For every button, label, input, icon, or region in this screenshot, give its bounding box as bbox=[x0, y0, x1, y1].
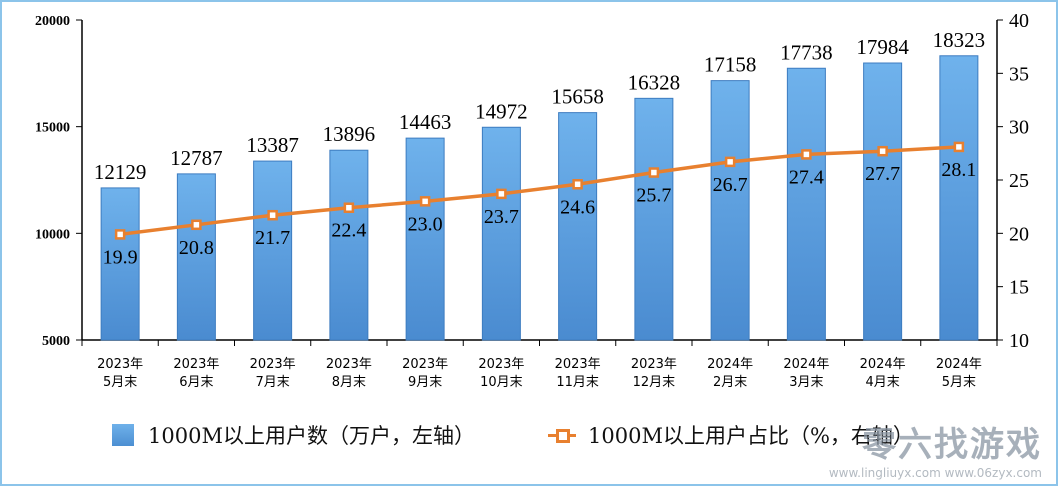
line-value-label: 23.7 bbox=[484, 206, 519, 228]
x-tick-label: 3月末 bbox=[789, 375, 823, 390]
bar-value-label: 16328 bbox=[628, 70, 681, 94]
x-tick-label: 5月末 bbox=[103, 375, 137, 390]
line-value-label: 26.7 bbox=[713, 174, 748, 196]
line-value-label: 27.7 bbox=[865, 163, 900, 185]
line-marker bbox=[648, 167, 660, 178]
line-value-label: 21.7 bbox=[255, 227, 290, 249]
line-value-label: 22.4 bbox=[331, 220, 366, 242]
x-tick-label: 4月末 bbox=[865, 375, 899, 390]
x-tick-label: 8月末 bbox=[332, 375, 366, 390]
x-tick-label: 10月末 bbox=[480, 375, 523, 390]
bar bbox=[863, 62, 903, 341]
right-tick-label: 35 bbox=[1009, 63, 1029, 85]
bar-value-label: 13896 bbox=[323, 122, 376, 146]
bar-value-label: 13387 bbox=[246, 133, 299, 157]
x-tick-label: 11月末 bbox=[556, 375, 599, 390]
line-value-label: 23.0 bbox=[408, 213, 443, 235]
x-tick-label: 2024年 bbox=[783, 357, 829, 372]
bar-value-label: 14463 bbox=[399, 110, 452, 134]
line-value-label: 28.1 bbox=[941, 159, 976, 181]
x-tick-label: 6月末 bbox=[179, 375, 213, 390]
legend-item-line: 1000M以上用户占比（%，右轴） bbox=[548, 420, 914, 450]
right-tick-label: 20 bbox=[1009, 223, 1029, 245]
bar bbox=[329, 149, 369, 341]
x-tick-label: 7月末 bbox=[255, 375, 289, 390]
line-value-label: 25.7 bbox=[636, 185, 671, 207]
line-marker bbox=[572, 179, 583, 190]
bar bbox=[100, 187, 140, 341]
bar bbox=[176, 173, 216, 341]
bar-value-label: 17158 bbox=[704, 53, 757, 77]
line-marker bbox=[419, 196, 431, 207]
legend-label-line: 1000M以上用户占比（%，右轴） bbox=[588, 424, 914, 448]
bar bbox=[939, 55, 979, 341]
line-value-label: 24.6 bbox=[560, 196, 595, 218]
bar bbox=[634, 97, 674, 341]
x-tick-label: 2月末 bbox=[713, 375, 747, 390]
x-tick-label: 2023年 bbox=[555, 357, 601, 372]
x-tick-label: 9月末 bbox=[408, 375, 442, 390]
x-tick-label: 2024年 bbox=[860, 357, 906, 372]
x-tick-label: 2023年 bbox=[631, 357, 677, 372]
x-tick-label: 2023年 bbox=[173, 357, 219, 372]
x-tick-label: 12月末 bbox=[633, 375, 676, 390]
right-tick-label: 40 bbox=[1009, 10, 1029, 32]
bar bbox=[481, 126, 521, 341]
x-tick-label: 2023年 bbox=[478, 357, 524, 372]
line-marker bbox=[953, 141, 965, 153]
bar-value-label: 17984 bbox=[856, 35, 909, 59]
left-tick-label: 5000 bbox=[42, 334, 70, 349]
x-tick-label: 2023年 bbox=[250, 357, 296, 372]
bar-value-label: 12129 bbox=[94, 160, 147, 184]
bar bbox=[786, 67, 826, 341]
bar bbox=[710, 80, 750, 341]
x-tick-label: 2023年 bbox=[402, 357, 448, 372]
line-series bbox=[119, 145, 959, 237]
line-marker bbox=[724, 156, 736, 168]
bar-value-label: 17738 bbox=[780, 40, 833, 64]
line-marker bbox=[114, 229, 126, 240]
right-tick-label: 25 bbox=[1009, 170, 1029, 192]
right-tick-label: 15 bbox=[1009, 277, 1029, 299]
bar-value-label: 15658 bbox=[551, 85, 604, 109]
x-tick-label: 2024年 bbox=[936, 357, 982, 372]
right-tick-label: 30 bbox=[1009, 117, 1029, 139]
watermark-urls: www.lingliuyx.com www.06zyx.com bbox=[828, 466, 1042, 480]
left-tick-label: 20000 bbox=[35, 14, 70, 29]
line-value-label: 27.4 bbox=[789, 166, 824, 188]
x-tick-label: 2023年 bbox=[97, 357, 143, 372]
legend-swatch-bar bbox=[112, 424, 134, 446]
bar bbox=[253, 160, 293, 341]
line-value-label: 20.8 bbox=[179, 237, 214, 259]
line-marker bbox=[801, 149, 812, 160]
legend-label-bar: 1000M以上用户数（万户，左轴） bbox=[148, 424, 475, 448]
bar bbox=[405, 137, 445, 341]
x-tick-label: 2023年 bbox=[326, 357, 372, 372]
left-tick-label: 10000 bbox=[35, 227, 70, 242]
x-tick-label: 5月末 bbox=[942, 375, 976, 390]
line-marker bbox=[343, 202, 355, 213]
watermark-logo: 零六找游戏 www.lingliuyx.com www.06zyx.com bbox=[829, 417, 1042, 480]
bar-value-label: 12787 bbox=[170, 146, 223, 170]
legend-marker-line bbox=[548, 424, 576, 446]
legend-item-bar: 1000M以上用户数（万户，左轴） bbox=[112, 420, 475, 450]
left-tick-label: 15000 bbox=[35, 121, 70, 136]
bar bbox=[558, 112, 598, 341]
line-marker bbox=[267, 209, 278, 221]
bar-value-label: 18323 bbox=[933, 28, 986, 52]
watermark-text: 零六找游戏 bbox=[862, 425, 1042, 465]
line-marker bbox=[496, 188, 507, 200]
x-tick-label: 2024年 bbox=[707, 357, 753, 372]
bar-value-label: 14972 bbox=[475, 99, 528, 123]
line-value-label: 19.9 bbox=[103, 246, 138, 268]
right-tick-label: 10 bbox=[1009, 330, 1029, 352]
line-marker bbox=[191, 219, 202, 231]
line-marker bbox=[877, 145, 888, 157]
